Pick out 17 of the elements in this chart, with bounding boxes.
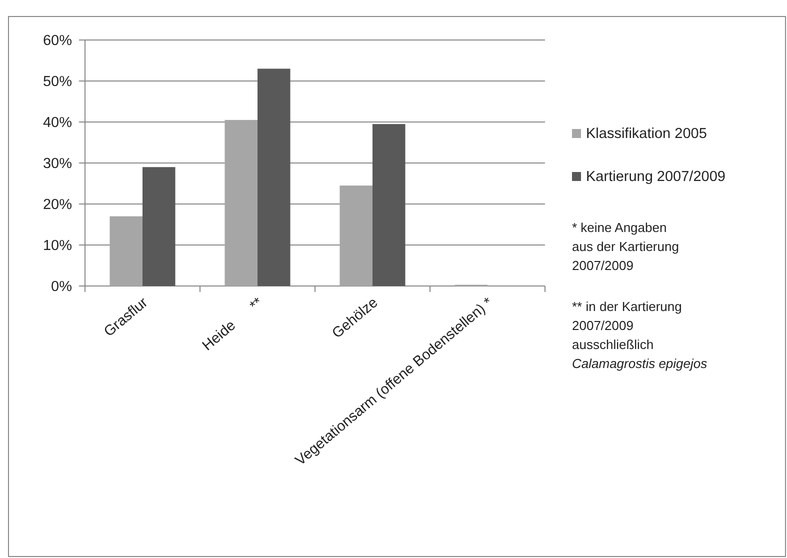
bar — [258, 68, 290, 286]
y-tick-label: 40% — [42, 115, 72, 132]
bar — [142, 167, 176, 286]
y-tick-label: 50% — [42, 74, 72, 90]
y-tick-label: 10% — [42, 238, 72, 254]
legend-label: Klassifikation 2005 — [586, 126, 707, 142]
legend-label: Kartierung 2007/2009 — [586, 169, 726, 185]
y-tick-label: 30% — [42, 156, 72, 172]
y-tick-label: 0% — [51, 279, 72, 296]
text: * keine Angaben aus der Kartierung 2007/2009 — [572, 220, 679, 273]
bar — [110, 216, 142, 286]
bar — [340, 186, 372, 286]
bar — [224, 120, 258, 286]
y-tick-label: 20% — [42, 197, 72, 214]
y-tick-label: 60% — [42, 33, 72, 50]
text: ** in der Kartierung 2007/2009 ausschließlich Calamagrostis epigejos — [572, 299, 708, 371]
bar — [372, 124, 406, 286]
